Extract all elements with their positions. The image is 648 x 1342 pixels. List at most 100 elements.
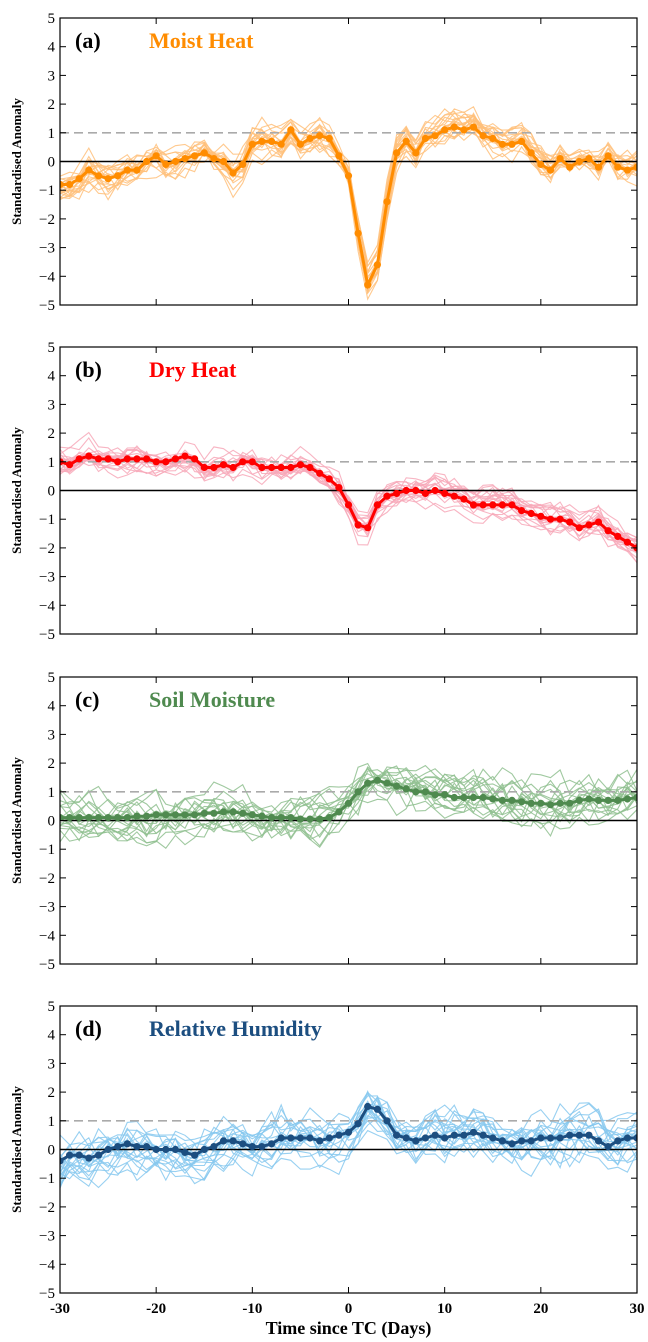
data-point: [219, 808, 228, 816]
data-point: [479, 132, 487, 140]
data-point: [306, 815, 314, 823]
ensemble-line: [60, 114, 637, 281]
y-tick-label: −4: [39, 269, 55, 285]
data-point: [364, 281, 372, 289]
data-point: [344, 501, 353, 509]
data-point: [210, 809, 218, 817]
ensemble-line: [60, 118, 637, 290]
data-point: [460, 793, 468, 802]
ensemble-line: [60, 114, 637, 268]
data-point: [152, 1145, 160, 1154]
data-point: [498, 140, 506, 148]
data-point: [152, 152, 160, 160]
data-point: [556, 155, 564, 163]
data-point: [566, 518, 574, 526]
data-point: [623, 538, 632, 546]
y-tick-label: −2: [39, 871, 55, 887]
data-point: [239, 809, 247, 817]
data-point: [623, 166, 632, 174]
plot-area: [60, 1089, 637, 1189]
data-point: [143, 1143, 151, 1151]
data-point: [508, 501, 516, 509]
data-point: [614, 1137, 622, 1145]
data-point: [66, 180, 74, 189]
mean-series-points: [60, 776, 637, 823]
data-point: [364, 779, 372, 787]
data-point: [479, 793, 487, 802]
data-point: [421, 1134, 429, 1142]
y-tick-label: 0: [48, 814, 56, 830]
data-point: [200, 149, 208, 157]
data-point: [104, 455, 112, 463]
data-point: [402, 137, 410, 145]
data-point: [85, 814, 93, 822]
ensemble-line: [60, 106, 637, 295]
y-tick-label: −5: [39, 627, 55, 643]
data-point: [296, 815, 304, 823]
ensemble-line: [60, 119, 637, 295]
data-point: [469, 1128, 478, 1136]
data-point: [460, 495, 468, 503]
x-tick-label: 0: [345, 1301, 353, 1317]
data-point: [604, 152, 612, 160]
y-tick-label: −4: [39, 598, 55, 614]
y-tick-label: 2: [48, 756, 56, 772]
panel-title: Moist Heat: [149, 28, 254, 53]
data-point: [479, 1131, 487, 1139]
data-point: [469, 793, 478, 802]
data-point: [277, 1134, 285, 1142]
x-tick-label: 10: [437, 1301, 452, 1317]
data-point: [258, 812, 266, 820]
data-point: [104, 1145, 112, 1154]
y-tick-label: −1: [39, 183, 55, 199]
data-point: [364, 1102, 372, 1111]
mean-series-points: [60, 1102, 637, 1165]
data-point: [143, 157, 151, 166]
data-point: [402, 486, 410, 495]
data-point: [623, 1134, 632, 1142]
y-tick-label: −5: [39, 298, 55, 314]
y-tick-label: 4: [48, 1028, 56, 1044]
y-tick-label: 3: [48, 1056, 56, 1072]
y-tick-label: −1: [39, 842, 55, 858]
data-point: [344, 172, 353, 180]
data-point: [239, 1140, 247, 1148]
data-point: [335, 484, 343, 492]
y-tick-label: 1: [48, 126, 56, 142]
data-point: [66, 814, 74, 822]
data-point: [412, 486, 420, 495]
y-tick-label: −3: [39, 900, 55, 916]
data-point: [162, 811, 170, 819]
x-tick-label: -10: [242, 1301, 262, 1317]
data-point: [171, 455, 179, 463]
data-point: [450, 793, 458, 802]
data-point: [412, 149, 420, 157]
data-point: [537, 799, 545, 807]
data-point: [546, 1134, 555, 1142]
y-axis-label: Standardised Anomaly: [9, 757, 24, 884]
data-point: [200, 809, 208, 817]
data-point: [306, 134, 314, 143]
data-point: [229, 808, 237, 816]
data-point: [575, 524, 583, 532]
data-point: [123, 455, 131, 463]
data-point: [441, 489, 449, 497]
data-point: [277, 814, 285, 822]
data-point: [614, 163, 622, 171]
data-point: [296, 140, 304, 148]
data-point: [594, 796, 603, 805]
data-point: [585, 155, 593, 163]
y-tick-label: −1: [39, 512, 55, 528]
data-point: [585, 521, 593, 529]
data-point: [66, 1151, 74, 1159]
data-point: [604, 796, 612, 805]
data-point: [354, 521, 362, 529]
plot-area: [60, 762, 637, 849]
data-point: [518, 1137, 526, 1145]
data-point: [287, 1134, 295, 1142]
data-point: [123, 814, 131, 822]
data-point: [373, 1105, 381, 1113]
ensemble-line: [60, 116, 637, 287]
data-point: [527, 509, 535, 518]
